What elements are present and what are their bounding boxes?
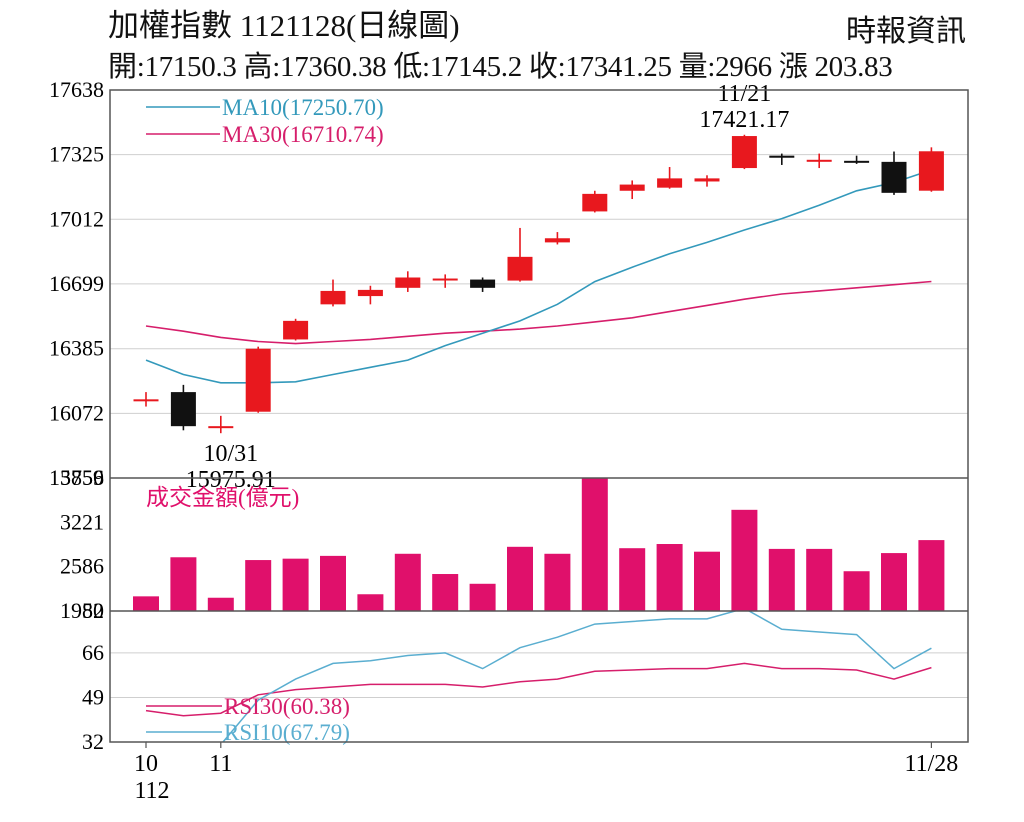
volume-bar: [768, 548, 795, 611]
chart-title: 加權指數 1121128(日線圖): [108, 8, 460, 43]
volume-label: 成交金額(億元): [146, 485, 299, 510]
x-tick-label: 10: [134, 751, 158, 777]
volume-bar: [656, 544, 683, 611]
volume-bar: [320, 555, 346, 611]
volume-bar: [170, 557, 197, 611]
candle-body: [657, 178, 683, 188]
low-annotation-date: 10/31: [203, 441, 258, 467]
volume-bar: [507, 546, 533, 611]
volume-bar: [432, 574, 459, 611]
candle-body: [470, 279, 496, 288]
volume-tick-label: 1950: [60, 598, 104, 623]
high-annotation-value: 17421.17: [699, 107, 789, 133]
volume-bar: [469, 583, 496, 611]
price-tick-label: 17012: [49, 206, 104, 231]
volume-bar: [245, 560, 272, 611]
volume-bar: [581, 478, 608, 611]
volume-bar: [694, 551, 720, 611]
candle-body: [133, 399, 159, 402]
volume-tick-label: 3221: [60, 509, 104, 534]
candle-body: [769, 155, 795, 158]
candle-body: [357, 289, 383, 297]
candle-body: [694, 178, 720, 182]
candle-body: [320, 290, 346, 305]
volume-bar: [207, 597, 234, 611]
candle-body: [806, 159, 832, 162]
candle-body: [432, 278, 458, 281]
volume-bar: [806, 548, 833, 611]
volume-tick-label: 3856: [60, 465, 104, 490]
x-tick-label: 11: [209, 751, 232, 777]
candle-body: [881, 161, 907, 193]
price-tick-label: 16072: [49, 400, 104, 425]
volume-bar: [619, 548, 646, 611]
rsi-tick-label: 32: [82, 729, 104, 754]
x-tick-label: 11/28: [905, 751, 959, 777]
price-tick-label: 16699: [49, 271, 104, 296]
volume-bar: [394, 553, 421, 611]
chart-frame: [109, 89, 969, 743]
volume-tick-label: 2586: [60, 554, 104, 579]
legend-label-rsi10: RSI10(67.79): [224, 720, 350, 745]
candle-body: [170, 392, 196, 427]
volume-bar: [544, 553, 571, 611]
candle-body: [731, 136, 757, 169]
price-tick-label: 17325: [49, 142, 104, 167]
volume-bar: [881, 553, 907, 611]
rsi-tick-label: 82: [82, 598, 104, 623]
candle-body: [245, 348, 271, 412]
volume-bar: [357, 594, 384, 611]
candle-body: [844, 160, 870, 163]
candle-body: [208, 426, 234, 429]
candle-body: [582, 193, 608, 212]
candle-body: [918, 151, 944, 191]
rsi-tick-label: 49: [82, 684, 104, 709]
candle-body: [283, 320, 309, 340]
candle-body: [619, 184, 645, 191]
volume-bar: [133, 596, 159, 611]
volume-bar: [282, 558, 309, 611]
rsi-tick-label: 66: [82, 640, 104, 665]
legend-label-rsi30: RSI30(60.38): [224, 694, 350, 719]
high-annotation-date: 11/21: [718, 81, 772, 107]
price-tick-label: 17638: [49, 77, 104, 102]
rsi10-line: [146, 611, 932, 742]
price-tick-label: 15759: [49, 465, 104, 490]
rsi30-line: [145, 662, 932, 717]
price-tick-label: 16385: [49, 336, 104, 361]
volume-bar: [918, 540, 945, 611]
ohlc-summary: 開:17150.3 高:17360.38 低:17145.2 收:17341.2…: [108, 51, 893, 83]
ma30-line: [145, 280, 932, 345]
legend-label-ma30: MA30(16710.74): [222, 122, 384, 147]
source-label: 時報資訊: [846, 15, 966, 48]
candle-body: [395, 277, 421, 288]
volume-bar: [731, 509, 758, 611]
candle-body: [544, 238, 570, 243]
candle-body: [507, 256, 533, 281]
ma10-line: [145, 169, 932, 384]
low-annotation-value: 15975.91: [186, 467, 276, 493]
x-year-label: 112: [134, 778, 169, 804]
volume-bar: [843, 571, 870, 611]
legend-label-ma10: MA10(17250.70): [222, 95, 384, 120]
